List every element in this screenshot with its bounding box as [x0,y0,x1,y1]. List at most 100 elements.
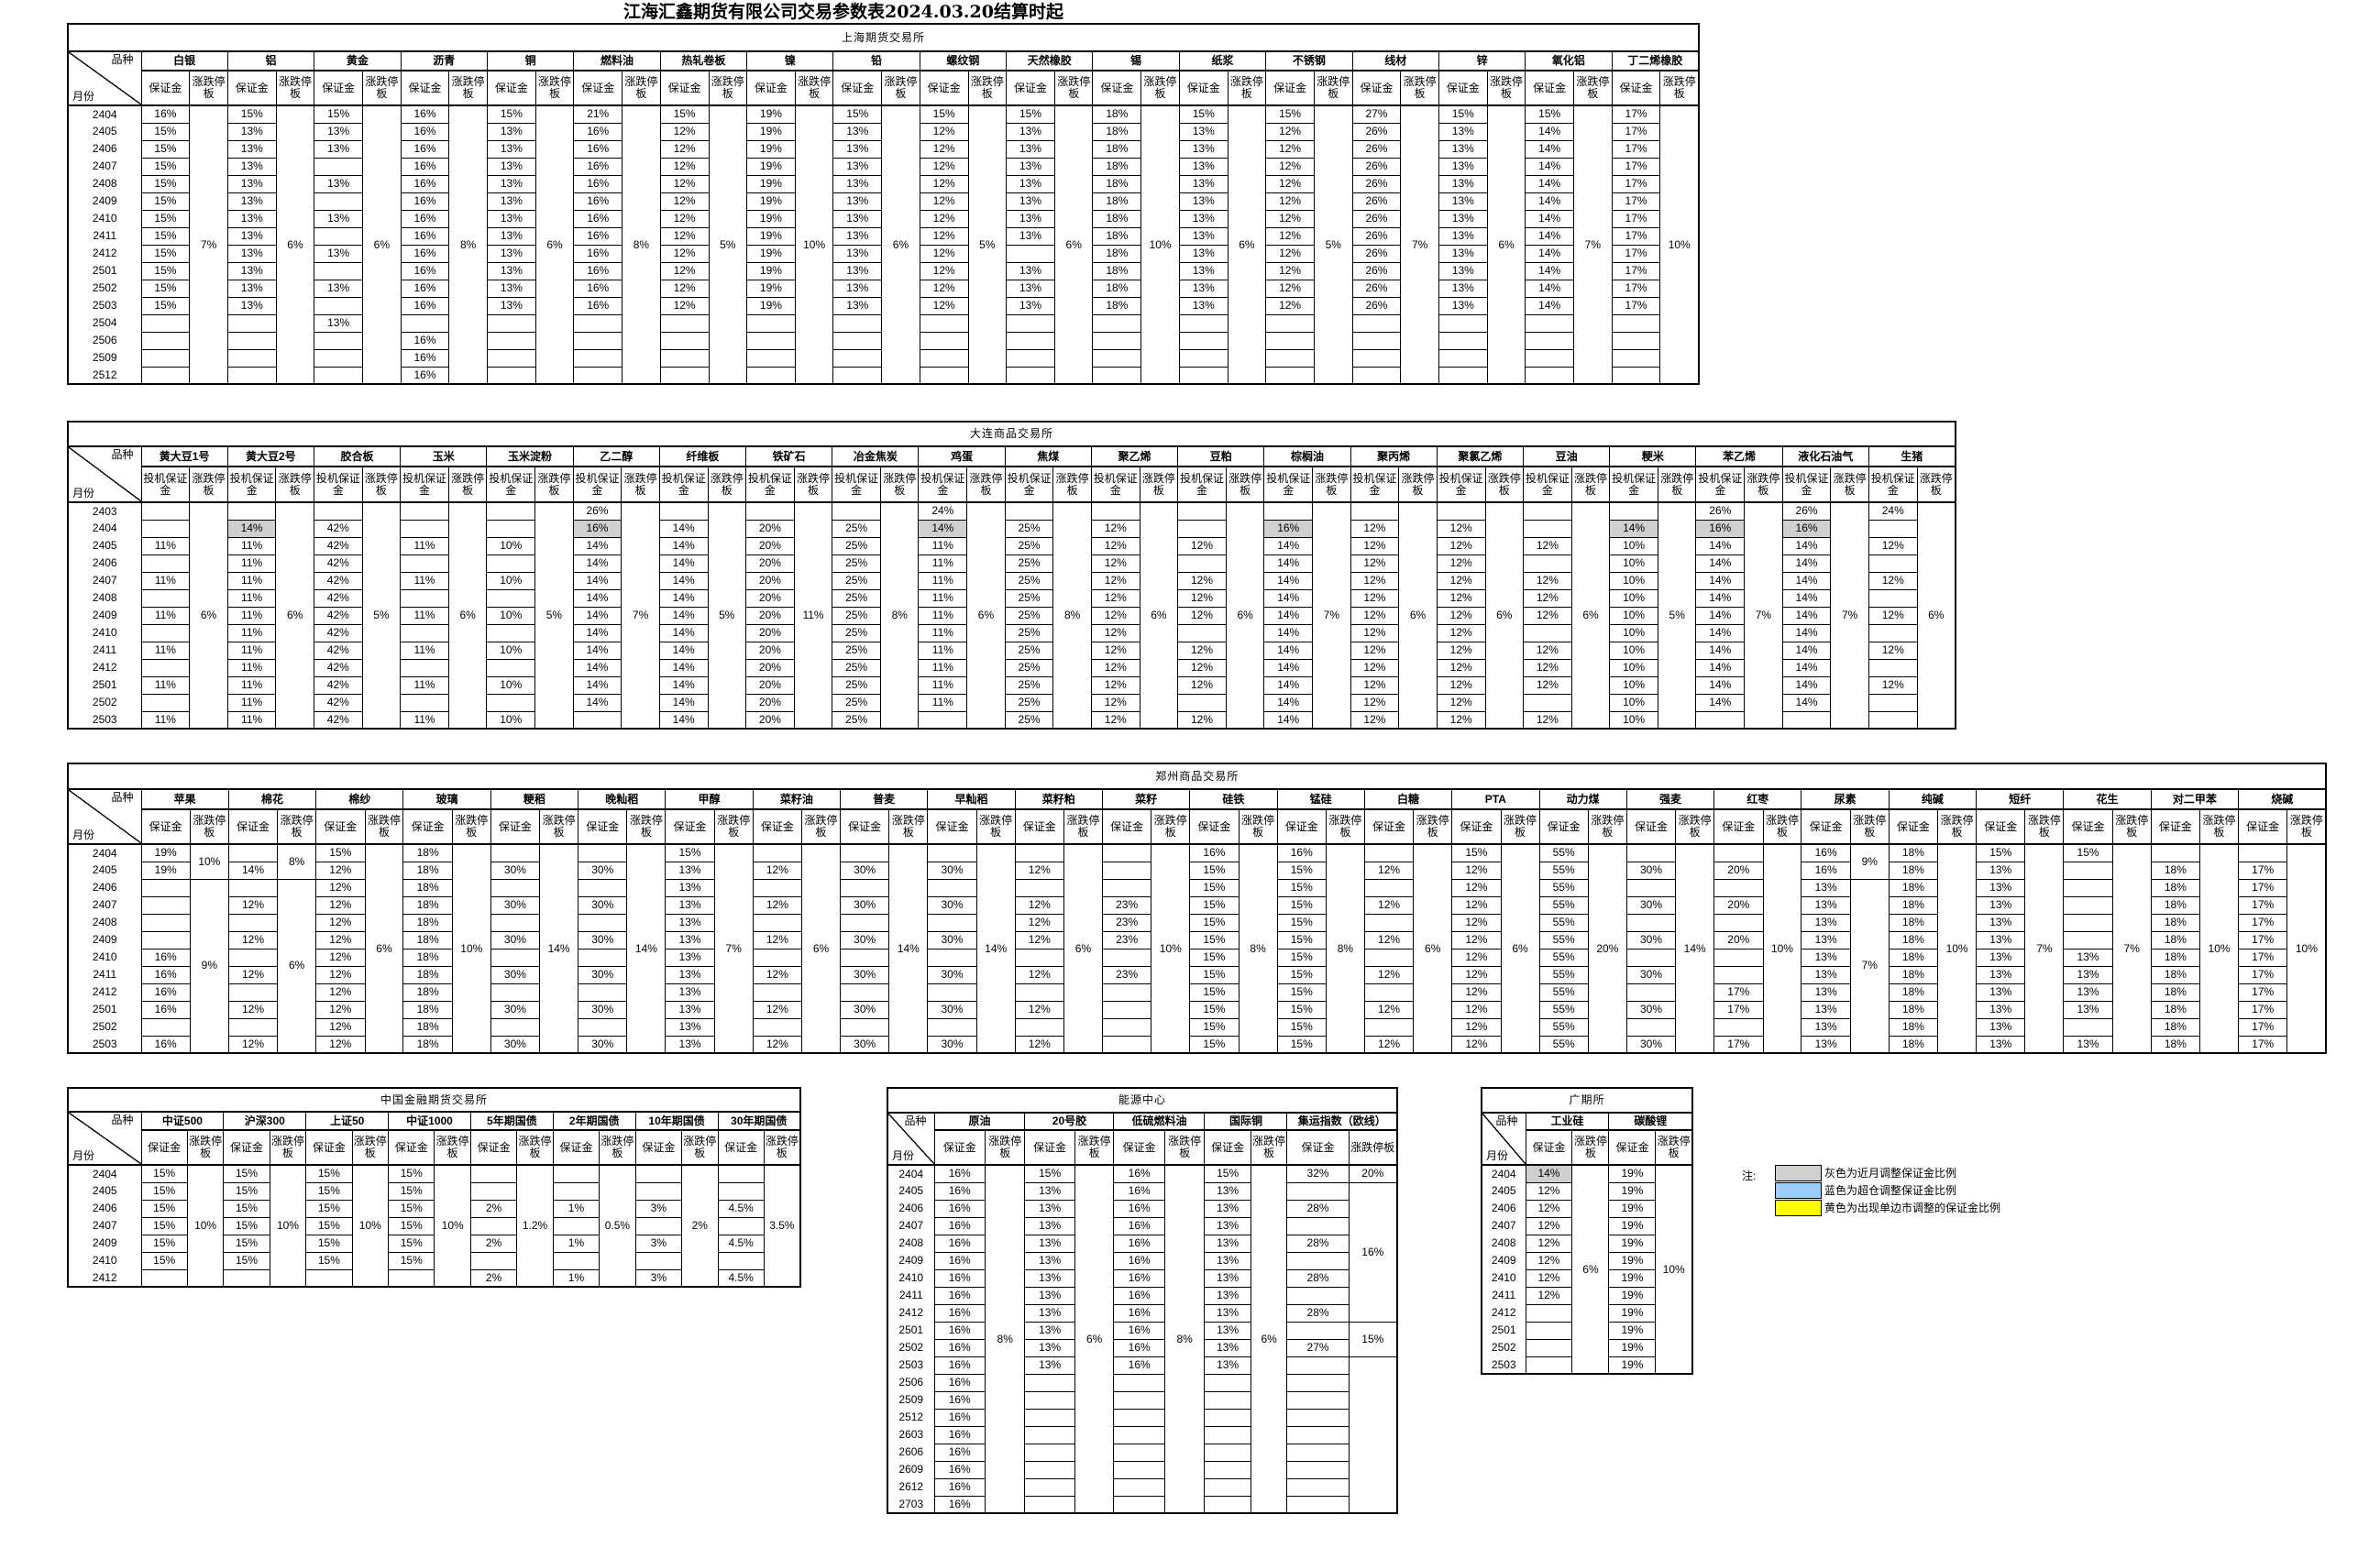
limit-header: 涨跌停板 [801,808,841,845]
table-row: 2406 12% 19% [1482,1199,1692,1218]
margin-cell: 12% [1177,606,1227,625]
margin-cell: 14% [1525,244,1575,263]
margin-cell [1286,1408,1350,1427]
product-header: 10年期国债 [634,1111,719,1131]
product-header: 中证500 [140,1111,225,1131]
margin-cell [1286,1373,1350,1392]
margin-cell: 15% [1276,878,1327,897]
margin-cell: 12% [919,296,969,315]
margin-header: 保证金 [839,808,890,845]
margin-cell [226,501,277,521]
product-header: 苯乙烯 [1695,445,1783,467]
exchange-title: 上海期货交易所 [68,24,1699,52]
margin-cell [1525,348,1575,368]
limit-header: 涨跌停板 [275,70,315,106]
limit-header: 涨跌停板 [626,808,667,845]
margin-header: 保证金 [1113,1129,1165,1166]
month-cell: 2408 [92,177,117,190]
margin-cell [919,366,969,385]
margin-cell: 14% [572,693,623,712]
month-cell: 2406 [1491,1202,1516,1214]
margin-cell [314,157,364,176]
margin-cell: 3% [634,1234,682,1253]
margin-header: 保证金 [752,808,803,845]
margin-cell: 21% [573,104,623,124]
margin-cell [223,1268,270,1288]
margin-cell [314,296,364,315]
margin-cell [1625,948,1677,967]
margin-cell [314,366,364,385]
margin-cell: 13% [486,157,536,176]
margin-cell: 20% [745,675,795,695]
corner-label-month: 月份 [72,1149,95,1162]
limit-header: 涨跌停板 [1348,1129,1398,1166]
margin-cell: 15% [140,226,191,246]
margin-header: 投机保证金 [1695,466,1746,503]
margin-cell: 18% [2150,895,2201,915]
table-row: 2412 16% 12% 18% 13% 15% 15% 12% 55% 17% 13% 18% 13%… [68,983,2326,1002]
margin-cell: 27% [1351,104,1402,124]
margin-cell: 11% [918,536,968,555]
table-row: 2703 16% [887,1495,1397,1514]
margin-cell: 15% [1276,1000,1327,1019]
limit-header: 涨跌停板 [880,466,920,503]
margin-header: 保证金 [226,70,277,106]
table-row: 2408 12% 18% 13% 12% 23% 15% 15% 12% 55% 13% 18% 13%… [68,913,2326,932]
margin-cell [1024,1425,1075,1444]
product-header: 红枣 [1713,788,1802,810]
margin-header: 保证金 [927,808,977,845]
margin-cell: 12% [1436,519,1486,538]
exchange-title: 广期所 [1482,1088,1692,1114]
margin-cell [832,313,883,333]
table-row: 2405 15% 13% 13% 16% 13% 16% 12% 19% 13% 12% 13% 18%… [68,122,1699,141]
margin-cell [1006,348,1055,368]
margin-cell: 17% [1611,104,1661,124]
limit-cell: 6% [1571,1164,1610,1375]
margin-header: 投机保证金 [1523,466,1572,503]
margin-cell [1101,983,1152,1002]
margin-cell: 15% [1189,861,1240,880]
limit-cell: 10% [2286,843,2327,1054]
margin-cell: 12% [1014,895,1065,915]
margin-cell: 15% [223,1181,270,1201]
margin-cell [919,331,969,350]
margin-cell [1092,366,1142,385]
margin-cell: 16% [933,1216,986,1235]
table-row: 2409 15% 15% 15% 15% 2% 1% 3% 4.5% [68,1234,800,1253]
margin-cell [927,913,977,932]
margin-cell: 13% [1024,1286,1075,1305]
margin-cell: 19% [1608,1303,1657,1323]
margin-cell: 42% [313,710,363,730]
margin-cell: 12% [1868,675,1918,695]
month-cell: 2406 [898,1202,924,1214]
margin-cell: 12% [1177,641,1227,660]
table-row: 2512 16% [887,1408,1397,1427]
corner-header: 品种 月份 [68,446,142,503]
margin-cell: 11% [226,710,277,730]
margin-cell: 12% [1363,861,1415,880]
month-cell: 2404 [898,1167,924,1180]
product-header: 生猪 [1868,445,1956,467]
margin-cell [746,313,796,333]
margin-cell: 13% [1204,1321,1251,1340]
margin-cell: 15% [1024,1164,1075,1183]
margin-cell [1713,878,1764,897]
margin-cell [927,843,977,862]
margin-cell [1024,1408,1075,1427]
month-cell: 2512 [898,1411,924,1423]
margin-cell: 15% [1189,878,1240,897]
margin-cell [1713,843,1764,862]
margin-cell: 15% [1276,895,1327,915]
legend-swatch-gray [1775,1164,1822,1181]
exchange-title-row: 广期所 [1482,1088,1692,1114]
margin-cell: 19% [1608,1181,1657,1201]
corner-label-product: 品种 [904,1114,927,1127]
margin-cell: 15% [1276,913,1327,932]
limit-header: 涨跌停板 [269,1129,307,1166]
margin-header: 保证金 [1801,808,1851,845]
month-cell: 2405 [92,125,117,137]
margin-cell [1265,331,1316,350]
margin-cell [400,313,450,333]
margin-cell: 13% [1006,279,1055,298]
margin-cell [486,623,536,642]
